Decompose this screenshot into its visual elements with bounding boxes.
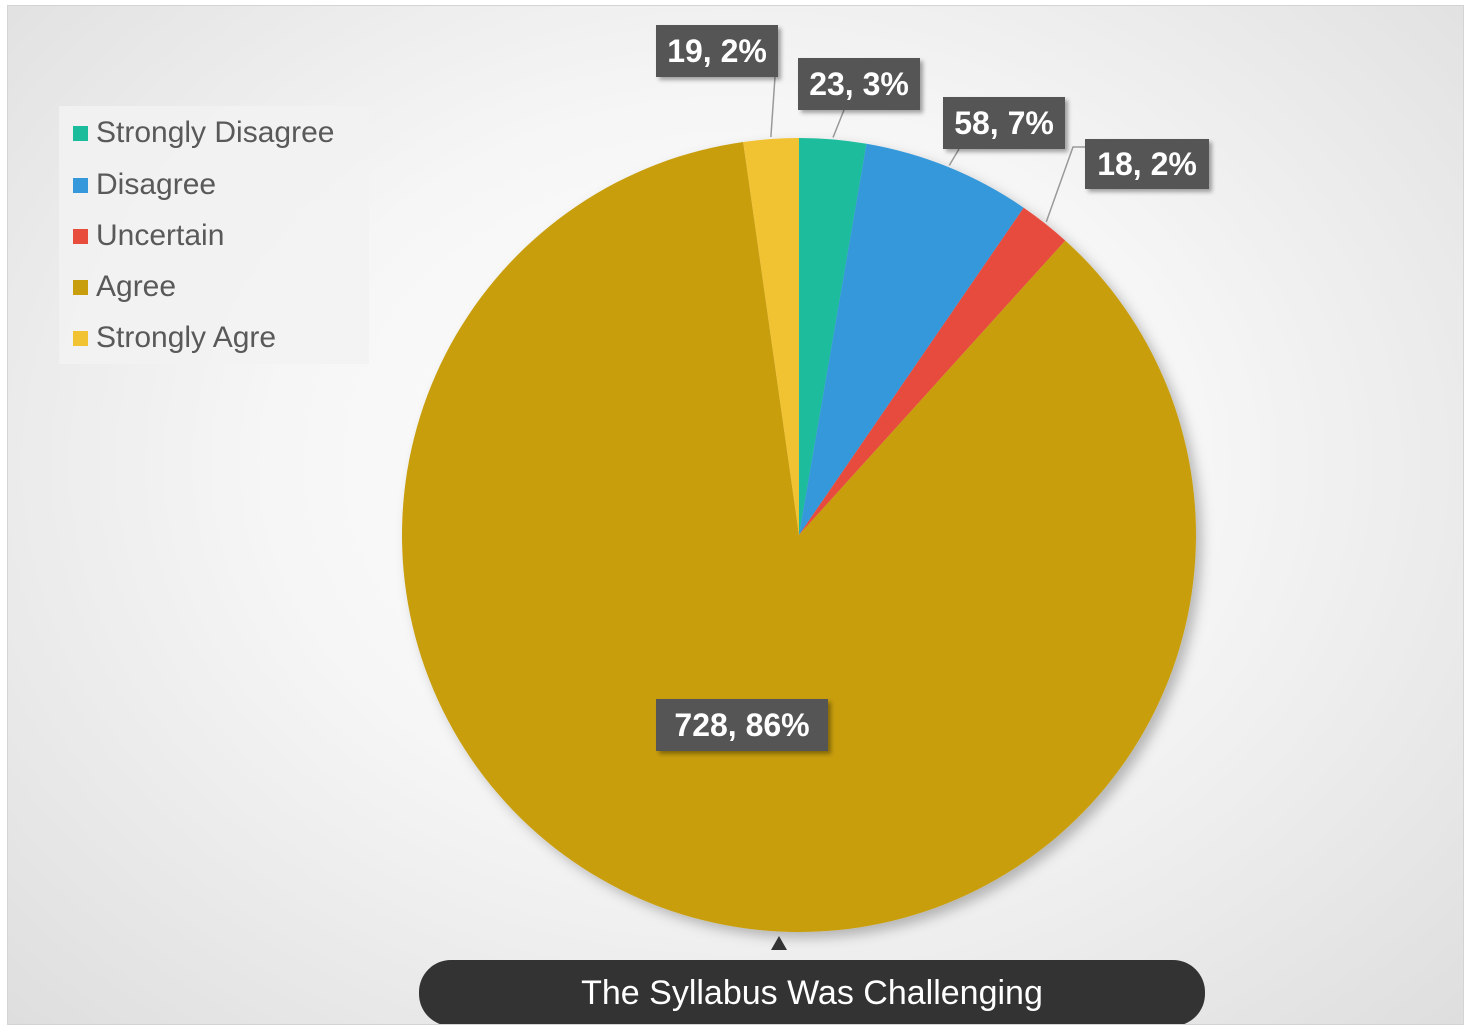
legend-label: Strongly Disagree — [96, 116, 335, 149]
data-label-text: 58, 7% — [954, 105, 1054, 141]
legend-swatch — [73, 177, 88, 193]
data-label-box — [943, 97, 1065, 149]
data-label-text: 728, 86% — [674, 707, 809, 743]
data-label-disagree: 58, 7% — [943, 97, 1065, 149]
legend-label: Agree — [96, 270, 177, 303]
data-label-box — [798, 58, 920, 110]
legend-item-uncertain: Uncertain — [73, 219, 225, 252]
data-label-text: 19, 2% — [667, 33, 767, 69]
data-label-text: 18, 2% — [1097, 146, 1197, 182]
legend-label: Strongly Agre — [96, 321, 277, 354]
pie-slices — [401, 138, 1196, 933]
chart-area: 23, 3% 58, 7% 18, 2% 728, 86% 19, 2% Strongl… — [7, 5, 1464, 1025]
pie-chart: 23, 3% 58, 7% 18, 2% 728, 86% 19, 2% — [401, 25, 1209, 933]
legend-item-disagree: Disagree — [73, 168, 217, 201]
data-label-strongly-disagree: 23, 3% — [798, 58, 920, 110]
data-label-box — [656, 699, 828, 751]
legend-swatch — [73, 125, 88, 141]
pie-slice-disagree — [799, 143, 1024, 535]
leader-line-strongly-agre — [770, 76, 776, 138]
pie-slice-strongly-agre — [743, 138, 799, 535]
leader-line-uncertain — [1045, 146, 1085, 223]
data-label-text: 23, 3% — [809, 66, 909, 102]
legend-label: Disagree — [96, 168, 217, 201]
pie-slice-uncertain — [799, 207, 1066, 535]
title-pointer — [771, 936, 787, 950]
leader-line-disagree — [948, 148, 960, 166]
data-label-agree: 728, 86% — [656, 699, 828, 751]
chart-title: The Syllabus Was Challenging — [581, 973, 1043, 1012]
legend-label: Uncertain — [96, 219, 225, 252]
data-label-uncertain: 18, 2% — [1085, 139, 1209, 189]
legend-item-strongly-agre: Strongly Agre — [73, 321, 277, 354]
leader-lines — [770, 76, 1085, 223]
legend-item-strongly-disagree: Strongly Disagree — [73, 116, 335, 149]
data-label-box — [656, 25, 778, 77]
legend-item-agree: Agree — [73, 270, 177, 303]
data-label-strongly-agre: 19, 2% — [656, 25, 778, 77]
data-label-box — [1085, 139, 1209, 189]
legend-swatch — [73, 330, 88, 346]
data-labels: 23, 3% 58, 7% 18, 2% 728, 86% 19, 2% — [656, 25, 1209, 751]
legend-swatch — [73, 228, 88, 244]
pie-slice-agree — [401, 141, 1196, 933]
legend-swatch — [73, 279, 88, 295]
pie-slice-strongly-disagree — [799, 138, 867, 535]
legend: Strongly Disagree Disagree Uncertain Agr… — [59, 106, 369, 364]
chart-title-box: The Syllabus Was Challenging — [419, 960, 1205, 1024]
leader-line-strongly-disagree — [832, 109, 845, 138]
